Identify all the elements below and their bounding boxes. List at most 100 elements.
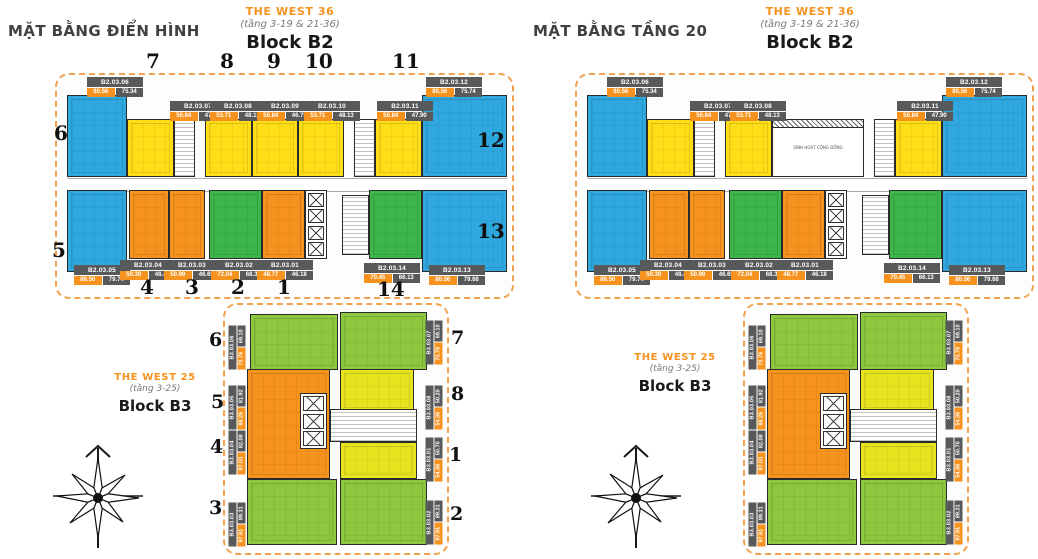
apartment-unit-b2-03-11: [895, 119, 942, 177]
unit-code: B3.03.05: [748, 385, 757, 430]
unit-area-net: 69.10: [954, 320, 963, 342]
unit-area-gross: 53.71: [210, 112, 238, 121]
unit-number-2: 2: [450, 503, 464, 525]
unit-area-gross: 88.26: [237, 408, 246, 430]
unit-label-b3-03-01: B3.03.01 54.36 50.70: [945, 437, 963, 482]
unit-area-gross: 50.84: [377, 112, 405, 121]
unit-area-gross: 50.84: [170, 112, 198, 121]
unit-code: B3.03.08: [425, 385, 434, 430]
unit-area-gross: 73.76: [237, 348, 246, 370]
unit-area-net: 82.08: [237, 430, 246, 452]
unit-area-net: 46.18: [285, 271, 313, 280]
unit-code: B2.03.04: [120, 260, 176, 270]
apartment-unit-b3-03-02: [340, 479, 427, 545]
unit-label-b2-03-08: B2.03.08 53.71 48.13: [730, 101, 786, 121]
unit-code: B3.03.06: [228, 325, 237, 370]
unit-area-gross: 73.76: [434, 343, 443, 365]
unit-code: B2.03.06: [87, 77, 143, 87]
elevator-shaft-icon: [823, 431, 844, 446]
unit-label-b2-03-06: B2.03.06 80.56 75.34: [607, 77, 663, 97]
apartment-unit-b3-03-03: [247, 479, 337, 545]
unit-label-b2-03-13: B2.03.13 80.56 79.68: [949, 265, 1005, 285]
unit-area-gross: 54.36: [434, 408, 443, 430]
apartment-unit-b2-03-14: [889, 190, 942, 259]
unit-area-net: 66.13: [392, 274, 420, 283]
stair-core: [850, 409, 937, 442]
unit-label-b3-03-03: B3.03.03 97.91 89.31: [228, 502, 246, 547]
elevator-shaft-icon: [828, 225, 844, 240]
unit-code: B3.03.03: [228, 502, 237, 547]
unit-code: B2.03.01: [257, 260, 313, 270]
apartment-unit-b2-03-13: [942, 190, 1027, 272]
unit-area-net: 68.35: [239, 271, 267, 280]
unit-number-11: 11: [392, 49, 420, 73]
unit-code: B3.03.08: [945, 385, 954, 430]
apartment-unit-b3-03-01: [860, 442, 937, 479]
unit-label-b2-03-04: B2.03.04 50.30 48.49: [120, 260, 176, 280]
elevator-shaft-icon: [308, 193, 324, 207]
unit-label-b3-03-04: B3.03.04 87.03 82.08: [748, 430, 766, 475]
unit-area-gross: 48.77: [777, 271, 805, 280]
unit-code: B2.03.13: [949, 265, 1005, 275]
elevator-shaft-icon: [303, 413, 324, 429]
unit-area-gross: 80.56: [426, 88, 454, 97]
unit-code: B2.03.07: [170, 101, 226, 111]
elevator-shaft-icon: [823, 413, 844, 429]
unit-area-net: 69.10: [757, 325, 766, 347]
unit-number-13: 13: [477, 219, 505, 243]
unit-code: B3.03.01: [425, 437, 434, 482]
unit-area-gross: 50.84: [257, 112, 285, 121]
block-name: Block B2: [246, 32, 334, 53]
unit-label-b2-03-14: B2.03.14 70.45 66.13: [364, 263, 420, 283]
unit-label-b3-03-08: B3.03.08 54.36 50.20: [425, 385, 443, 430]
elevator-core: [820, 393, 847, 449]
unit-label-b2-03-11: B2.03.11 50.84 47.90: [377, 101, 433, 121]
unit-code: B2.03.11: [897, 101, 953, 111]
unit-label-b2-03-12: B2.03.12 80.56 75.74: [946, 77, 1002, 97]
unit-area-net: 50.20: [434, 385, 443, 407]
unit-area-net: 46.69: [192, 271, 220, 280]
unit-area-gross: 54.36: [954, 460, 963, 482]
elevator-shaft-icon: [303, 396, 324, 411]
unit-label-b2-03-12: B2.03.12 80.56 75.74: [426, 77, 482, 97]
unit-area-gross: 80.56: [429, 276, 457, 285]
plan-title: MẶT BẰNG TẦNG 20: [533, 22, 708, 40]
unit-area-net: 48.49: [668, 271, 696, 280]
unit-code: B2.03.05: [74, 265, 130, 275]
unit-area-gross: 80.56: [946, 88, 974, 97]
unit-code: B2.03.09: [257, 101, 313, 111]
unit-code: B3.03.05: [228, 385, 237, 430]
apartment-unit-b3-03-03: [767, 479, 857, 545]
compass-north-icon: [591, 444, 681, 548]
unit-label-b3-03-06: B3.03.06 73.76 69.10: [228, 325, 246, 370]
unit-label-b3-03-08: B3.03.08 54.36 50.20: [945, 385, 963, 430]
unit-code: B3.03.02: [425, 500, 434, 545]
unit-area-gross: 87.03: [757, 453, 766, 475]
unit-number-2: 2: [231, 275, 245, 299]
apartment-unit-b3-03-08: [340, 369, 414, 412]
unit-area-net: 47.90: [405, 112, 433, 121]
unit-area-gross: 73.76: [757, 348, 766, 370]
block-b3-header: THE WEST 25 (tầng 3-25) Block B3: [100, 372, 210, 415]
unit-area-net: 89.31: [954, 500, 963, 522]
project-floor-range: (tầng 3-25): [129, 384, 181, 394]
unit-label-b2-03-05: B2.03.05 86.50 79.74: [594, 265, 650, 285]
unit-area-gross: 97.91: [237, 525, 246, 547]
unit-area-gross: 50.99: [164, 271, 192, 280]
unit-code: B3.03.04: [228, 430, 237, 475]
unit-label-b2-03-08: B2.03.08 53.71 48.13: [210, 101, 266, 121]
project-floor-range: (tầng 3-25): [649, 364, 701, 374]
unit-area-gross: 50.99: [684, 271, 712, 280]
unit-label-b3-03-06: B3.03.06 73.76 69.10: [748, 325, 766, 370]
unit-number-7: 7: [451, 327, 465, 349]
unit-number-7: 7: [146, 49, 160, 73]
unit-code: B2.03.14: [364, 263, 420, 273]
unit-area-net: 46.75: [285, 112, 313, 121]
unit-number-6: 6: [54, 121, 68, 145]
plan-typical-floor: MẶT BẰNG ĐIỂN HÌNH THE WEST 36 (tầng 3-1…: [8, 5, 514, 555]
elevator-core: [825, 190, 847, 259]
unit-label-b2-03-13: B2.03.13 80.56 79.68: [429, 265, 485, 285]
unit-number-3: 3: [209, 497, 223, 519]
unit-area-net: 82.08: [757, 430, 766, 452]
